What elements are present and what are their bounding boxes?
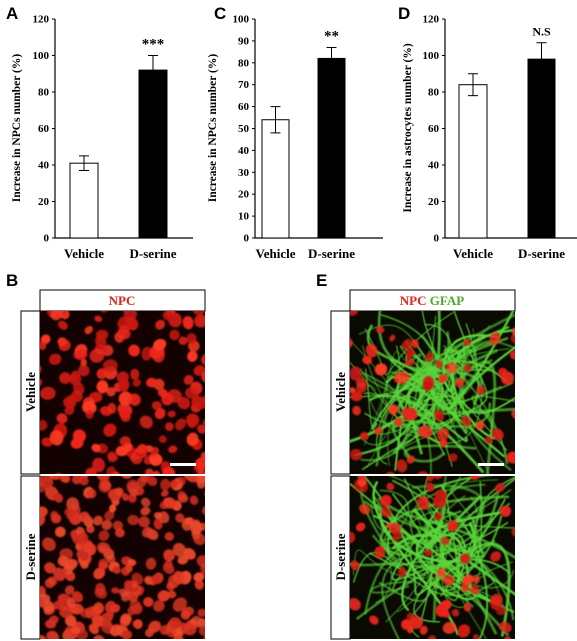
chart-c-ytick-label: 10 [238, 211, 250, 223]
chart-d-ytick-label: 60 [428, 123, 440, 135]
chart-c-bar-dserine [317, 57, 346, 239]
panel-b-header: NPC [109, 293, 136, 308]
panel-e-row-label-vehicle: Vehicle [333, 372, 348, 412]
chart-d-ytick-label: 40 [428, 160, 440, 172]
chart-a-ytick-label: 100 [33, 50, 50, 62]
panel-e-header-gfap: GFAP [430, 293, 464, 308]
chart-d-bar-vehicle [458, 84, 488, 239]
micrograph-b-dserine [40, 476, 205, 639]
chart-c-ytick-label: 70 [238, 79, 250, 91]
chart-c-ytick-label: 60 [238, 101, 250, 113]
chart-c-ytick-label: 100 [233, 14, 250, 26]
panel-b: NPC Vehicle D-serine [20, 289, 206, 640]
panel-e-header-npc: NPC [400, 293, 427, 308]
chart-c-ytick-label: 50 [238, 123, 250, 135]
chart-c-ytick-label: 90 [238, 35, 250, 47]
micrograph-e-vehicle [350, 311, 515, 474]
panel-e-row-label-dserine: D-serine [333, 533, 348, 580]
chart-a-ytick-label: 60 [38, 123, 50, 135]
chart-a-category-label: Vehicle [64, 246, 104, 261]
micrograph-b-vehicle [40, 311, 205, 474]
panel-letter-c: C [214, 4, 226, 23]
chart-c-ytick-label: 20 [238, 189, 250, 201]
chart-d-category-label: Vehicle [453, 246, 493, 261]
chart-c-ytick-label: 30 [238, 167, 250, 179]
chart-d-ytick-label: 100 [423, 50, 440, 62]
chart-a-significance: *** [142, 37, 165, 53]
panel-letter-b: B [6, 271, 18, 290]
panel-letter-d: D [398, 4, 410, 23]
chart-a-ytick-label: 120 [33, 14, 50, 26]
chart-c-ytick-label: 0 [244, 233, 250, 245]
chart-d-ylabel: Increase in astrocytes number (%) [402, 43, 414, 212]
chart-d-ytick-label: 120 [423, 14, 440, 26]
panel-b-row-label-dserine: D-serine [23, 533, 38, 580]
panel-letter-e: E [316, 271, 327, 290]
chart-c-ytick-label: 40 [238, 145, 250, 157]
chart-a-ylabel: Increase in NPCs number (%) [11, 54, 23, 203]
scale-bar-b [170, 463, 196, 466]
chart-d-ytick-label: 0 [434, 233, 440, 245]
chart-c-significance: ** [324, 28, 339, 44]
chart-a: Increase in NPCs number (%) 0 20 40 60 80 100… [11, 14, 193, 261]
chart-a-ytick-label: 80 [38, 87, 50, 99]
micrograph-e-dserine [350, 476, 515, 639]
chart-d: Increase in astrocytes number (%) 0 20 40 6… [402, 14, 577, 261]
chart-d-significance: N.S [532, 25, 551, 39]
chart-d-ytick-label: 80 [428, 87, 440, 99]
chart-c-category-label: D-serine [308, 246, 355, 261]
chart-a-bar-dserine [138, 69, 168, 239]
panel-b-row-label-vehicle: Vehicle [23, 372, 38, 412]
chart-a-category-label: D-serine [130, 246, 177, 261]
chart-d-bar-dserine [527, 58, 556, 239]
chart-c-ytick-label: 80 [238, 57, 250, 69]
chart-c-bar-vehicle [261, 119, 290, 239]
panel-letter-a: A [6, 4, 18, 23]
chart-a-ytick-label: 40 [38, 160, 50, 172]
chart-d-category-label: D-serine [518, 246, 565, 261]
panel-e: NPC GFAP Vehicle D-serine [330, 289, 516, 640]
chart-a-bar-vehicle [69, 162, 99, 239]
chart-c-category-label: Vehicle [256, 246, 296, 261]
scale-bar-e [478, 463, 504, 466]
chart-a-ytick-label: 0 [44, 233, 50, 245]
chart-c: Increase in NPCs number (%) 0 10 20 30 40 50 6… [207, 14, 383, 261]
panel-e-header: NPC GFAP [400, 293, 464, 308]
chart-c-ylabel: Increase in NPCs number (%) [207, 54, 219, 203]
chart-d-ytick-label: 20 [428, 196, 440, 208]
chart-a-ytick-label: 20 [38, 196, 50, 208]
